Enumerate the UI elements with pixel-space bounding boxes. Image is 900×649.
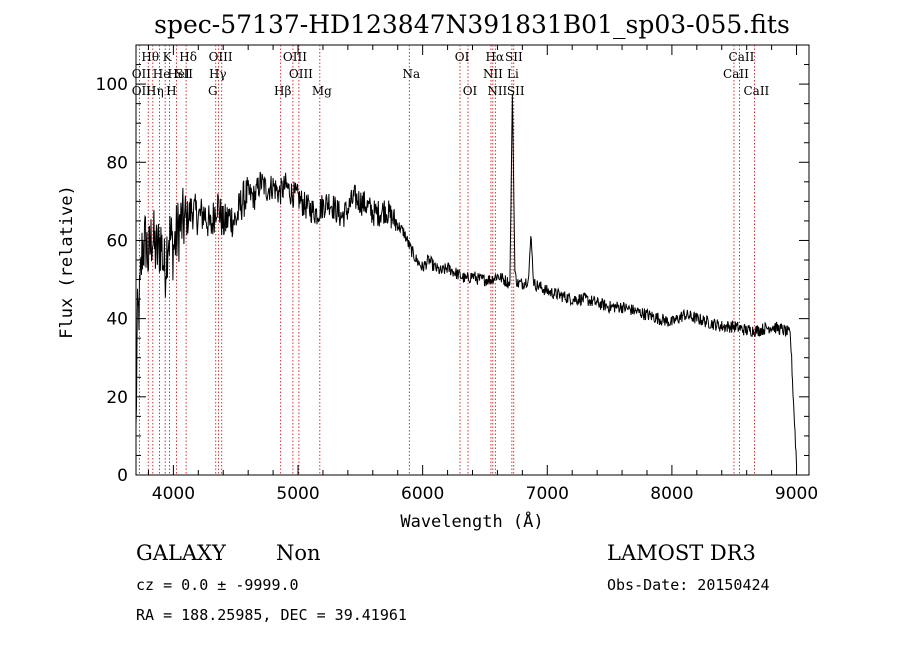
- y-tick-label: 0: [117, 466, 128, 486]
- spectral-line-label: OI: [463, 84, 478, 98]
- survey-label: LAMOST DR3: [607, 541, 756, 565]
- spectral-line-label: G: [208, 84, 218, 98]
- y-tick-label: 60: [106, 231, 128, 251]
- spectral-line-label: Hδ: [179, 50, 197, 64]
- y-tick-label: 80: [106, 153, 128, 173]
- spectral-line-label: NII: [483, 67, 503, 81]
- spectral-line-label: CaII: [743, 84, 769, 98]
- spectral-line-label: Mg: [312, 84, 332, 98]
- spectral-line-label: OIII: [289, 67, 313, 81]
- spectral-line-label: SII: [507, 84, 525, 98]
- chart-title: spec-57137-HD123847N391831B01_sp03-055.f…: [154, 10, 790, 39]
- x-tick-label: 4000: [152, 484, 195, 504]
- y-axis-label: Flux (relative): [57, 185, 77, 339]
- spectral-line-label: SII: [175, 67, 193, 81]
- spectral-line-label: CaII: [729, 50, 755, 64]
- spectral-line-label: Hγ: [209, 67, 227, 81]
- spectral-line-label: H: [166, 84, 176, 98]
- obs-date: Obs-Date: 20150424: [607, 576, 770, 594]
- spectral-line-label: Hη: [146, 84, 164, 98]
- y-tick-label: 100: [96, 75, 128, 95]
- spectral-line-label: OI: [455, 50, 470, 64]
- x-tick-label: 8000: [650, 484, 693, 504]
- x-axis-label: Wavelength (Å): [400, 510, 543, 532]
- spectral-line-markers: [138, 45, 755, 475]
- coordinates-line: RA = 188.25985, DEC = 39.41961: [136, 606, 407, 624]
- spectrum-line: [135, 94, 797, 466]
- redshift-line: cz = 0.0 ± -9999.0: [136, 576, 299, 594]
- x-tick-label: 9000: [775, 484, 818, 504]
- spectral-line-label: Li: [507, 67, 519, 81]
- spectral-line-label: Hα: [486, 50, 505, 64]
- spectral-line-label: HeI: [167, 67, 190, 81]
- plot-frame: [135, 44, 810, 476]
- spectral-line-label: K: [163, 50, 173, 64]
- axis-ticks: 4000 5000 6000 7000 8000 9000 0 20 40 60 80 100: [96, 45, 818, 504]
- spectral-line-labels: OII OII Hθ He Hη K H HeI Hδ SII OIII Hγ G OIII OIII Hβ M…: [132, 50, 770, 98]
- x-tick-label: 5000: [276, 484, 319, 504]
- x-tick-label: 6000: [401, 484, 444, 504]
- spectral-line-label: SII: [505, 50, 523, 64]
- spectral-line-label: Na: [402, 67, 420, 81]
- spectral-line-label: OIII: [209, 50, 233, 64]
- spectral-line-label: OII: [132, 67, 152, 81]
- spectral-line-label: OIII: [283, 50, 307, 64]
- object-subclass: Non: [276, 541, 321, 565]
- spectral-line-label: CaII: [723, 67, 749, 81]
- spectral-line-label: NII: [487, 84, 507, 98]
- spectral-line-label: Hθ: [141, 50, 159, 64]
- object-class: GALAXY: [136, 541, 227, 565]
- x-tick-label: 7000: [526, 484, 569, 504]
- spectral-line-label: Hβ: [274, 84, 291, 98]
- spectral-line-label: He: [153, 67, 171, 81]
- y-tick-label: 40: [106, 310, 128, 330]
- y-tick-label: 20: [106, 388, 128, 408]
- spectral-line-label: OII: [132, 84, 152, 98]
